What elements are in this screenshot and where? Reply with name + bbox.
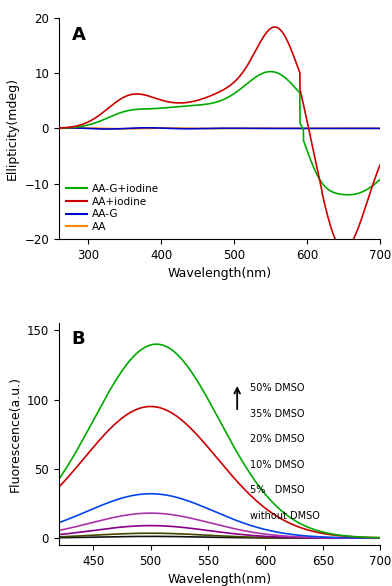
X-axis label: Wavelength(nm): Wavelength(nm): [167, 573, 272, 586]
Text: 10% DMSO: 10% DMSO: [250, 459, 305, 469]
Y-axis label: Fluorescence(a.u.): Fluorescence(a.u.): [8, 376, 21, 492]
X-axis label: Wavelength(nm): Wavelength(nm): [167, 267, 272, 281]
Text: 20% DMSO: 20% DMSO: [250, 434, 305, 444]
Y-axis label: Ellipticity(mdeg): Ellipticity(mdeg): [6, 77, 19, 180]
Text: 5%   DMSO: 5% DMSO: [250, 485, 305, 495]
Text: without DMSO: without DMSO: [250, 510, 320, 520]
Text: A: A: [72, 26, 85, 45]
Text: 50% DMSO: 50% DMSO: [250, 383, 305, 393]
Text: 35% DMSO: 35% DMSO: [250, 408, 305, 419]
Legend: AA-G+iodine, AA+iodine, AA-G, AA: AA-G+iodine, AA+iodine, AA-G, AA: [64, 182, 162, 234]
Text: B: B: [72, 330, 85, 348]
